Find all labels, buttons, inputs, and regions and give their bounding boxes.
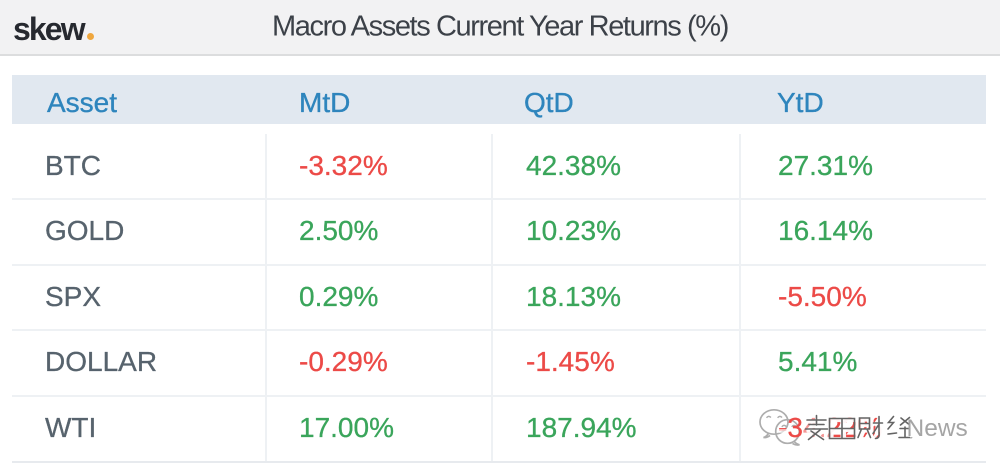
svg-text:News: News	[907, 415, 968, 442]
svg-text:News: News	[908, 417, 969, 444]
